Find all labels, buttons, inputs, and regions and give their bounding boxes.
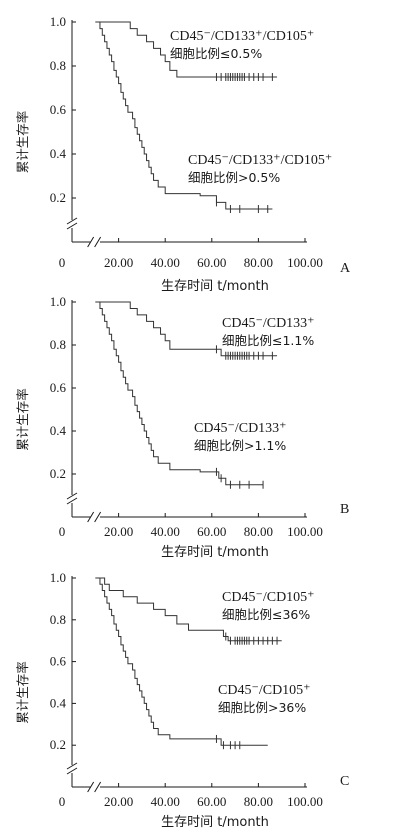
panel-label: B: [340, 502, 349, 517]
y-axis-title: 累计生存率: [15, 661, 30, 724]
x-tick-label: 80.00: [244, 255, 273, 270]
x-tick-label: 60.00: [197, 524, 226, 539]
survival-curve-1: [99, 577, 282, 642]
x-tick-label: 40.00: [151, 794, 180, 809]
x-tick-label: 20.00: [104, 255, 133, 270]
y-axis-break-mark: [66, 492, 78, 500]
y-tick-label: 0.4: [50, 423, 67, 438]
chart-panel-c: 0.2 0.4 0.6 0.8 1.0 0 20.00 40.00 60.00 80.00 100.…: [15, 570, 349, 830]
x-tick-label: 60.00: [197, 255, 226, 270]
y-tick-label: 0.8: [50, 612, 66, 627]
y-tick-label: 1.0: [50, 294, 66, 309]
chart-panel-b: 0.2 0.4 0.6 0.8 1.0 0 20.00 40.00 60.00 80.00 100.…: [15, 294, 349, 560]
y-tick-label: 1.0: [50, 14, 66, 29]
x-axis-break-mark: [87, 781, 95, 793]
survival-curve-2: [95, 21, 273, 210]
series-label-line2: 细胞比例>1.1%: [194, 438, 286, 453]
series-label-line2: 细胞比例≤0.5%: [170, 46, 262, 61]
series-label-line1: CD45⁻/CD133⁺: [222, 316, 315, 331]
x-axis-break-mark: [94, 781, 102, 793]
y-tick-label: 1.0: [50, 570, 66, 585]
y-tick-label: 0.4: [50, 146, 67, 161]
y-axis-break-mark: [66, 222, 78, 230]
x-axis-break-mark: [94, 511, 102, 523]
survival-curve-2: [95, 301, 264, 486]
y-axis-break-mark: [66, 767, 78, 775]
x-tick-label: 20.00: [104, 794, 133, 809]
x-tick-label: 60.00: [197, 794, 226, 809]
chart-panel-a: 0.2 0.4 0.6 0.8 1.0 0 20.00 40.00 60.00 80.00 100.…: [15, 14, 351, 294]
x-tick-label: 40.00: [151, 255, 180, 270]
y-axis-title: 累计生存率: [15, 111, 30, 174]
series-label-line1: CD45⁻/CD105⁺: [218, 683, 311, 698]
x-axis-break-mark: [94, 236, 102, 248]
x-tick-label: 80.00: [244, 524, 273, 539]
panel-label: C: [340, 774, 349, 789]
y-axis-break-mark: [66, 497, 78, 505]
x-axis-break-mark: [87, 236, 95, 248]
y-axis-break-mark: [66, 762, 78, 770]
x-axis-title: 生存时间 t/month: [161, 545, 269, 560]
y-tick-label: 0.8: [50, 337, 66, 352]
series-label-line1: CD45⁻/CD133⁺/CD105⁺: [188, 153, 332, 168]
x-tick-label: 100.00: [287, 255, 323, 270]
x-tick-label: 100.00: [287, 524, 323, 539]
y-axis-title: 累计生存率: [15, 388, 30, 451]
y-tick-label: 0.4: [50, 695, 67, 710]
series-label-line2: 细胞比例>36%: [218, 700, 306, 715]
y-tick-label: 0.2: [50, 466, 66, 481]
survival-curve-2: [95, 577, 268, 746]
series-label-line2: 细胞比例≤1.1%: [222, 333, 314, 348]
y-tick-label: 0.6: [50, 102, 67, 117]
y-tick-label: 0.2: [50, 190, 66, 205]
x-axis-title: 生存时间 t/month: [161, 815, 269, 830]
x-tick-label: 0: [59, 794, 66, 809]
x-axis-break-mark: [87, 511, 95, 523]
y-tick-label: 0.8: [50, 58, 66, 73]
y-tick-label: 0.6: [50, 380, 67, 395]
x-axis-title: 生存时间 t/month: [161, 279, 269, 294]
survival-curve-1: [99, 301, 278, 357]
series-label-line2: 细胞比例>0.5%: [188, 170, 280, 185]
series-label-line2: 细胞比例≤36%: [222, 607, 310, 622]
y-tick-label: 0.6: [50, 654, 67, 669]
series-label-line1: CD45⁻/CD133⁺/CD105⁺: [170, 29, 314, 44]
x-tick-label: 20.00: [104, 524, 133, 539]
x-tick-label: 80.00: [244, 794, 273, 809]
y-axis-break-mark: [66, 217, 78, 225]
x-tick-label: 0: [59, 255, 66, 270]
x-tick-label: 40.00: [151, 524, 180, 539]
series-label-line1: CD45⁻/CD105⁺: [222, 590, 315, 605]
x-tick-label: 100.00: [287, 794, 323, 809]
x-tick-label: 0: [59, 524, 66, 539]
panel-label: A: [340, 261, 351, 276]
survival-curve-1: [99, 21, 278, 78]
y-tick-label: 0.2: [50, 737, 66, 752]
series-label-line1: CD45⁻/CD133⁺: [194, 421, 287, 436]
